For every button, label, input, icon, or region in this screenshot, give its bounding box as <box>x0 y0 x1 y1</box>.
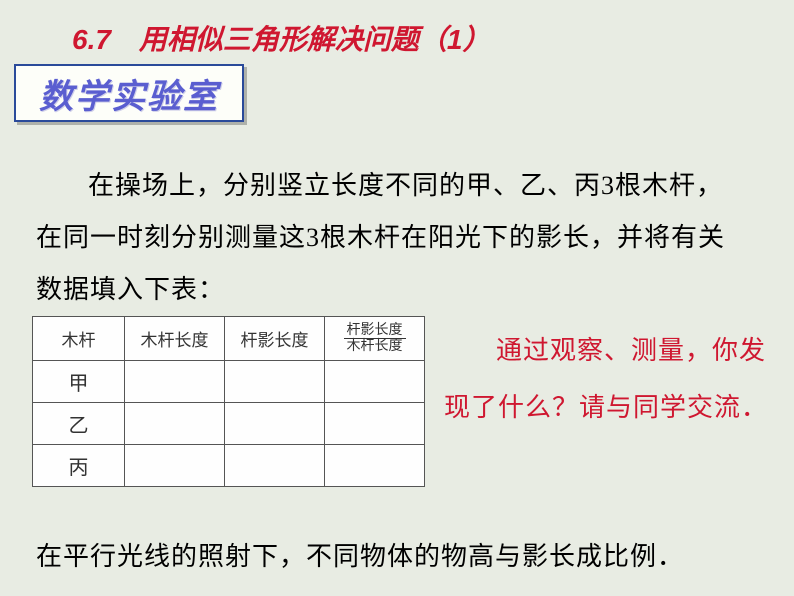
table-row: 丙 <box>33 445 425 487</box>
table-row: 甲 <box>33 361 425 403</box>
section-title: 6.7 用相似三角形解决问题（1） <box>72 18 491 58</box>
cell-row-label: 乙 <box>33 403 125 445</box>
th-pole: 木杆 <box>33 317 125 361</box>
ratio-fraction: 杆影长度 木杆长度 <box>344 323 406 355</box>
th-length: 木杆长度 <box>125 317 225 361</box>
data-table: 木杆 木杆长度 杆影长度 杆影长度 木杆长度 甲 乙 丙 <box>32 316 425 487</box>
section-title-text: 6.7 用相似三角形解决问题（1） <box>72 24 491 55</box>
cell-empty <box>125 403 225 445</box>
cell-empty <box>325 403 425 445</box>
conclusion-line: 在平行光线的照射下，不同物体的物高与影长成比例． <box>36 536 684 573</box>
cell-empty <box>225 445 325 487</box>
cell-empty <box>325 361 425 403</box>
cell-row-label: 甲 <box>33 361 125 403</box>
cell-empty <box>225 361 325 403</box>
ratio-top: 杆影长度 <box>344 323 406 339</box>
intro-paragraph-text: 在操场上，分别竖立长度不同的甲、乙、丙3根木杆，在同一时刻分别测量这3根木杆在阳… <box>36 171 725 304</box>
table-row: 乙 <box>33 403 425 445</box>
conclusion-text: 在平行光线的照射下，不同物体的物高与影长成比例． <box>36 542 684 571</box>
cell-empty <box>125 445 225 487</box>
table-header-row: 木杆 木杆长度 杆影长度 杆影长度 木杆长度 <box>33 317 425 361</box>
lab-badge: 数学实验室 <box>14 64 244 122</box>
cell-empty <box>125 361 225 403</box>
observation-text: 通过观察、测量，你发现了什么？请与同学交流． <box>444 336 768 422</box>
th-ratio: 杆影长度 木杆长度 <box>325 317 425 361</box>
ratio-bot: 木杆长度 <box>344 339 406 354</box>
lab-badge-text: 数学实验室 <box>39 69 219 118</box>
intro-paragraph: 在操场上，分别竖立长度不同的甲、乙、丙3根木杆，在同一时刻分别测量这3根木杆在阳… <box>36 160 728 316</box>
cell-empty <box>225 403 325 445</box>
observation-paragraph: 通过观察、测量，你发现了什么？请与同学交流． <box>444 322 774 436</box>
cell-row-label: 丙 <box>33 445 125 487</box>
cell-empty <box>325 445 425 487</box>
th-shadow: 杆影长度 <box>225 317 325 361</box>
data-table-wrap: 木杆 木杆长度 杆影长度 杆影长度 木杆长度 甲 乙 丙 <box>32 316 425 487</box>
